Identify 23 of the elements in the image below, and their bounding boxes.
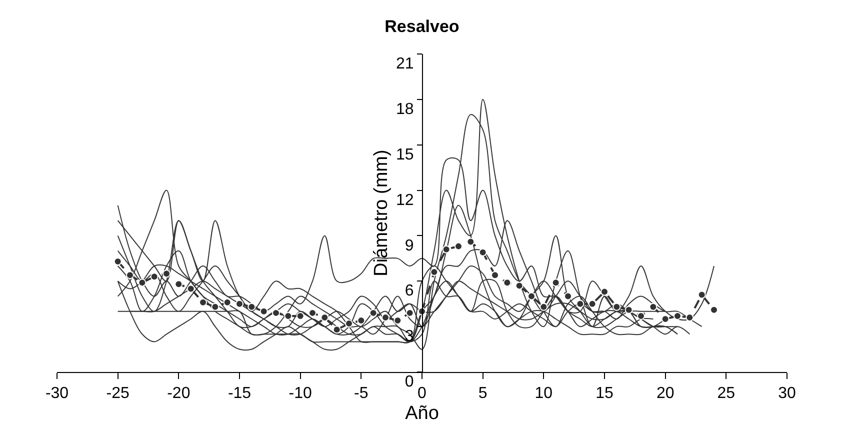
x-tick-label: -20 — [167, 385, 190, 402]
x-tick-label: -5 — [354, 385, 368, 402]
y-tick-label: 21 — [396, 56, 414, 73]
x-tick-label: 25 — [717, 385, 736, 402]
x-tick-label: 20 — [656, 385, 674, 402]
x-tick-label: -15 — [228, 385, 252, 402]
x-axis-title: Año — [405, 403, 439, 424]
y-tick-label: 12 — [396, 192, 414, 209]
x-tick-label: 0 — [418, 385, 427, 402]
x-tick-label: 5 — [478, 385, 488, 402]
x-tick-label: -10 — [288, 385, 312, 402]
x-tick-label: -30 — [45, 385, 69, 402]
x-tick-label: -25 — [106, 385, 130, 402]
y-tick-label: 9 — [404, 237, 414, 254]
y-tick-label: 15 — [396, 146, 414, 164]
chart-title: Resalveo — [384, 16, 460, 36]
y-tick-label: 0 — [404, 374, 414, 391]
x-tick-label: 30 — [778, 385, 796, 402]
y-tick-label: 6 — [404, 282, 414, 300]
x-tick-label: 15 — [596, 385, 614, 402]
y-axis-title: Diámetro (mm) — [370, 150, 392, 276]
x-tick-label: 10 — [534, 385, 553, 402]
y-tick-label: 18 — [396, 101, 414, 118]
